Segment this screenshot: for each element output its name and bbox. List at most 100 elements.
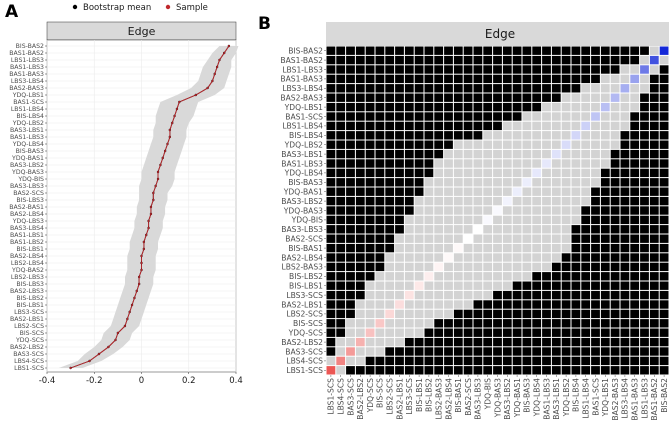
heatmap-cell-sig [610,243,620,253]
heatmap-cell-sig [571,328,581,337]
heatmap-cell-sig [571,356,581,366]
heatmap-cell-nonsig [424,206,434,215]
heatmap-cell-sig [620,281,630,290]
sample-point [88,360,91,362]
legend-label-sample: Sample [176,3,208,13]
heatmap-cell-sig [542,290,551,300]
heatmap-cell-sig [385,84,395,93]
heatmap-cell-sig [502,300,512,309]
heatmap-cell-sig [385,93,395,102]
sample-point [168,136,171,138]
heatmap-cell-nonsig [532,131,542,140]
heatmap-cell-sig [483,347,493,356]
heatmap-cell-nonsig [551,196,561,206]
heatmap-cell-nonsig [600,121,610,131]
heatmap-cell-nonsig [493,234,502,243]
sample-point [138,276,141,278]
sample-point [213,73,216,75]
heatmap-cell-sig [365,121,375,131]
heatmap-cell-sig [640,168,649,178]
heatmap-cell-sig [630,290,640,300]
heatmap-cell-sig [512,319,522,328]
heatmap-cell-sig [610,328,620,337]
diagonal-cell [375,319,385,328]
diagonal-cell [522,178,532,187]
heatmap-cell-sig [630,131,640,140]
heatmap-cell-sig [493,347,502,356]
heatmap-cell-sig [355,290,365,300]
heatmap-cell-sig [395,131,404,140]
heatmap-cell-sig [561,309,571,319]
y-tick-label: BIS-LBS2 [16,295,44,302]
heatmap-cell-nonsig [493,178,502,187]
heatmap-cell-sig [453,84,463,93]
heatmap-cell-sig [453,328,463,337]
heatmap-cell-sig [355,131,365,140]
heatmap-cell-sig [522,74,532,84]
heatmap-cell-sig [444,102,453,112]
heatmap-cell-sig [365,272,375,281]
y-tick-label: BAS2-LBS4 [10,211,44,218]
heatmap-cell-sig [532,46,542,55]
sample-point [223,52,226,54]
heatmap-cell-nonsig [483,234,493,243]
heatmap-cell-nonsig [355,319,365,328]
sample-point [147,227,150,229]
heatmap-cell-sig [326,55,336,65]
heatmap-cell-nonsig [542,206,551,215]
heatmap-cell-sig [512,93,522,102]
heatmap-cell-sig [444,328,453,337]
heatmap-cell-nonsig [444,272,453,281]
heatmap-cell-sig [375,178,385,187]
heatmap-cell-sig [365,112,375,121]
heatmap-cell-sig [336,225,346,234]
heatmap-cell-sig [336,178,346,187]
heatmap-cell-sig [532,74,542,84]
heatmap-cell-sig [571,347,581,356]
y-tick-label: LBS1-LBS4 [282,122,323,131]
heatmap-cell-nonsig [463,300,473,309]
heatmap-cell-sig [561,272,571,281]
diagonal-cell [610,93,620,102]
y-tick-label: LBS1-LBS3 [282,65,323,74]
heatmap-cell-nonsig [434,272,444,281]
heatmap-cell-nonsig [502,149,512,159]
heatmap-cell-nonsig [551,159,561,168]
x-tick-label: BIS-SCS [376,378,385,408]
heatmap-cell-sig [336,262,346,272]
heatmap-cell-nonsig [473,243,483,253]
heatmap-cell-sig [365,253,375,262]
heatmap-cell-nonsig [522,159,532,168]
heatmap-cell-nonsig [522,168,532,178]
heatmap-cell-sig [375,225,385,234]
heatmap-cell-sig [581,319,591,328]
heatmap-cell-nonsig [591,140,600,149]
heatmap-cell-sig [640,243,649,253]
heatmap-cell-sig [346,281,355,290]
heatmap-cell-nonsig [424,225,434,234]
heatmap-cell-nonsig [493,281,502,290]
heatmap-cell-nonsig [473,234,483,243]
y-tick-label: BAS2-SCS [285,235,323,244]
heatmap-cell-sig [346,215,355,225]
heatmap-cell-sig [659,121,669,131]
heatmap-cell-sig [346,187,355,196]
heatmap-cell-sig [404,112,414,121]
heatmap-cell-sig [395,215,404,225]
heatmap-cell-sig [600,225,610,234]
heatmap-cell-sig [336,243,346,253]
sample-point [138,283,141,285]
heatmap-cell-nonsig [600,140,610,149]
heatmap-cell-nonsig [522,225,532,234]
heatmap-cell-sig [630,300,640,309]
heatmap-cell-sig [434,112,444,121]
sample-point [171,122,174,124]
sample-point [161,157,164,159]
heatmap-cell-sig [444,46,453,55]
heatmap-cell-nonsig [522,112,532,121]
heatmap-cell-sig [551,290,561,300]
heatmap-cell-sig [620,196,630,206]
heatmap-cell-nonsig [355,328,365,337]
heatmap-cell-sig [414,187,424,196]
heatmap-cell-nonsig [444,215,453,225]
